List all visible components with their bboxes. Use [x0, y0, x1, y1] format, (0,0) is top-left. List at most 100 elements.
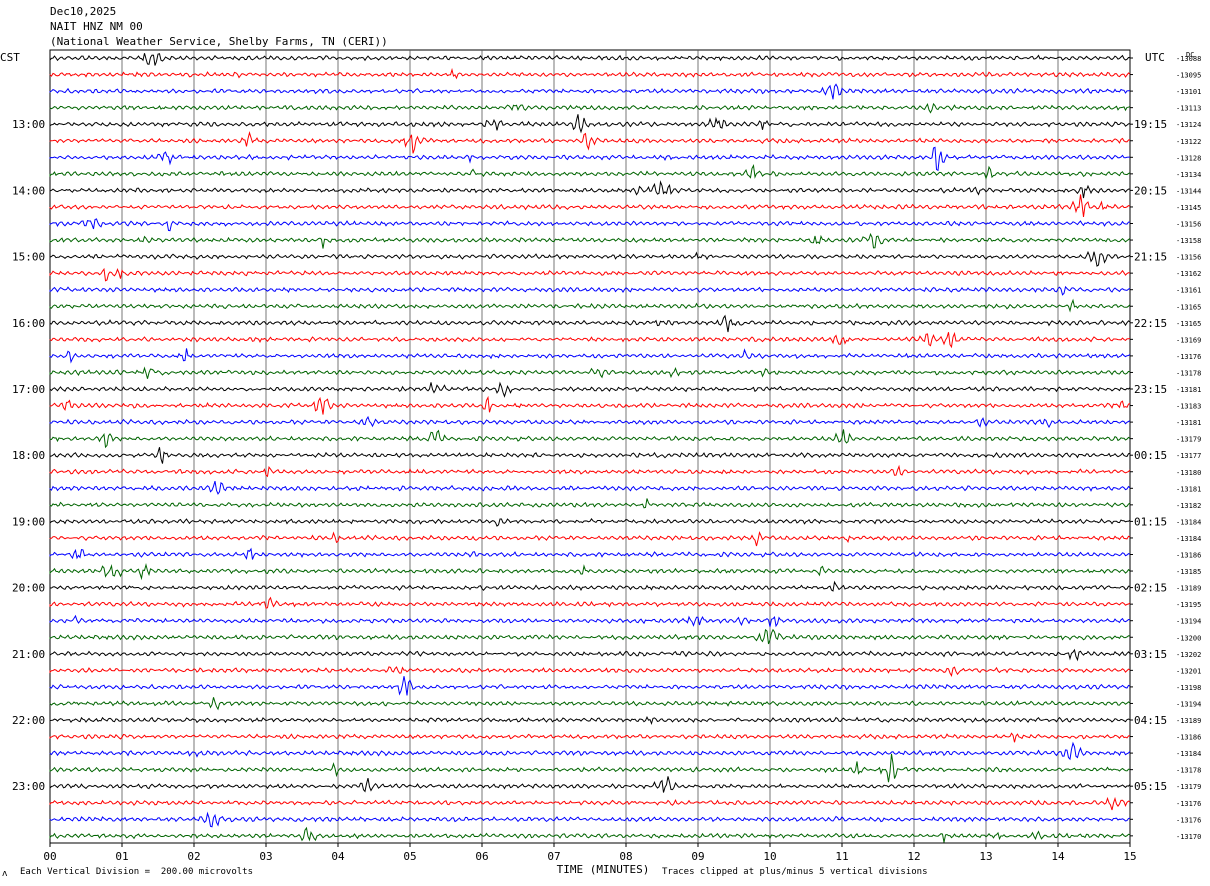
cst-hour-label: 23:00 — [12, 780, 45, 793]
trace-dc-offset: -13189 — [1176, 717, 1201, 725]
seismic-trace — [49, 464, 1131, 478]
x-tick-label: 07 — [547, 850, 560, 863]
trace-dc-offset: -13201 — [1176, 667, 1201, 675]
seismic-trace — [49, 429, 1131, 449]
trace-dc-offset: -13122 — [1176, 138, 1201, 146]
trace-dc-offset: -13182 — [1176, 502, 1201, 510]
seismic-trace — [49, 83, 1131, 100]
seismic-trace — [49, 447, 1131, 464]
seismic-trace — [49, 298, 1131, 313]
seismic-trace — [49, 753, 1130, 783]
seismic-trace — [49, 267, 1131, 282]
x-tick-label: 05 — [403, 850, 416, 863]
x-tick-label: 01 — [115, 850, 128, 863]
trace-dc-offset: -13165 — [1176, 303, 1201, 311]
seismic-trace — [49, 146, 1130, 172]
seismic-trace — [49, 580, 1131, 592]
trace-dc-offset: -13195 — [1176, 601, 1201, 609]
seismic-trace — [49, 628, 1131, 645]
seismic-trace — [49, 180, 1131, 199]
seismic-trace — [49, 114, 1131, 134]
seismic-trace — [49, 531, 1131, 547]
seismic-trace — [49, 776, 1131, 793]
trace-dc-offset: -13176 — [1176, 353, 1201, 361]
x-tick-label: 06 — [475, 850, 488, 863]
seismic-trace — [49, 826, 1131, 843]
utc-hour-label: 20:15 — [1134, 184, 1167, 197]
trace-dc-offset: -13145 — [1176, 204, 1201, 212]
seismic-trace — [49, 648, 1131, 662]
x-tick-label: 02 — [187, 850, 200, 863]
seismic-trace — [49, 614, 1131, 628]
cst-hour-label: 17:00 — [12, 383, 45, 396]
dc-unit-label: DC — [1186, 51, 1194, 59]
trace-dc-offset: -13162 — [1176, 270, 1201, 278]
seismic-trace — [49, 366, 1131, 379]
cst-hour-label: 14:00 — [12, 184, 45, 197]
x-tick-label: 03 — [259, 850, 272, 863]
trace-dc-offset: -13158 — [1176, 237, 1201, 245]
seismic-trace — [49, 194, 1131, 217]
right-timezone-label: UTC — [1145, 51, 1165, 64]
trace-dc-offset: -13189 — [1176, 585, 1201, 593]
seismic-trace — [49, 415, 1131, 429]
station-code: NAIT HNZ NM 00 — [50, 20, 143, 33]
cst-hour-label: 13:00 — [12, 118, 45, 131]
trace-dc-offset: -13088 — [1176, 55, 1201, 63]
seismic-trace — [49, 716, 1131, 726]
cst-hour-label: 19:00 — [12, 515, 45, 528]
trace-dc-offset: -13178 — [1176, 369, 1201, 377]
trace-dc-offset: -13184 — [1176, 750, 1201, 758]
x-tick-label: 04 — [331, 850, 345, 863]
utc-hour-label: 03:15 — [1134, 648, 1167, 661]
trace-dc-offset: -13177 — [1176, 452, 1201, 460]
trace-dc-offset: -13165 — [1176, 320, 1201, 328]
x-tick-label: 11 — [835, 850, 848, 863]
seismic-trace — [49, 596, 1131, 609]
utc-hour-label: 05:15 — [1134, 780, 1167, 793]
trace-dc-offset: -13095 — [1176, 72, 1201, 80]
trace-dc-offset: -13198 — [1176, 684, 1201, 692]
x-tick-label: 00 — [43, 850, 56, 863]
trace-dc-offset: -13170 — [1176, 833, 1201, 841]
seismic-trace — [49, 130, 1131, 154]
trace-dc-offset: -13128 — [1176, 154, 1201, 162]
trace-dc-offset: -13176 — [1176, 816, 1201, 824]
plot-frame — [49, 49, 1131, 844]
trace-dc-offset: -13113 — [1176, 105, 1201, 113]
trace-dc-offset: -13186 — [1176, 734, 1201, 742]
trace-dc-offset: -13169 — [1176, 336, 1201, 344]
utc-hour-label: 00:15 — [1134, 449, 1167, 462]
seismic-trace — [49, 331, 1131, 349]
seismic-trace — [49, 218, 1130, 232]
trace-dc-offset: -13181 — [1176, 485, 1201, 493]
seismic-trace — [49, 232, 1131, 249]
plot-date: Dec10,2025 — [50, 5, 117, 18]
utc-hour-label: 21:15 — [1134, 251, 1167, 264]
trace-dc-offset: -13183 — [1176, 403, 1201, 411]
trace-dc-offset: -13202 — [1176, 651, 1201, 659]
trace-dc-offset: -13194 — [1176, 618, 1201, 626]
trace-dc-offset: -13180 — [1176, 469, 1201, 477]
trace-dc-offset: -13101 — [1176, 88, 1201, 96]
x-tick-label: 12 — [907, 850, 920, 863]
trace-dc-offset: -13184 — [1176, 518, 1201, 526]
seismic-trace — [49, 67, 1131, 80]
trace-dc-offset: -13184 — [1176, 535, 1201, 543]
trace-dc-offset: -13186 — [1176, 552, 1201, 560]
seismic-trace — [49, 348, 1131, 364]
utc-hour-label: 23:15 — [1134, 383, 1167, 396]
seismic-trace — [49, 53, 1131, 66]
seismic-trace — [49, 285, 1131, 296]
trace-dc-offset: -13178 — [1176, 767, 1201, 775]
x-tick-label: 15 — [1123, 850, 1136, 863]
utc-hour-label: 01:15 — [1134, 515, 1167, 528]
cst-hour-label: 18:00 — [12, 449, 45, 462]
x-tick-label: 10 — [763, 850, 776, 863]
seismic-trace — [49, 480, 1131, 495]
agency-line: (National Weather Service, Shelby Farms,… — [50, 35, 388, 48]
seismic-trace — [49, 518, 1131, 527]
trace-dc-offset: -13156 — [1176, 221, 1201, 229]
x-tick-label: 08 — [619, 850, 632, 863]
